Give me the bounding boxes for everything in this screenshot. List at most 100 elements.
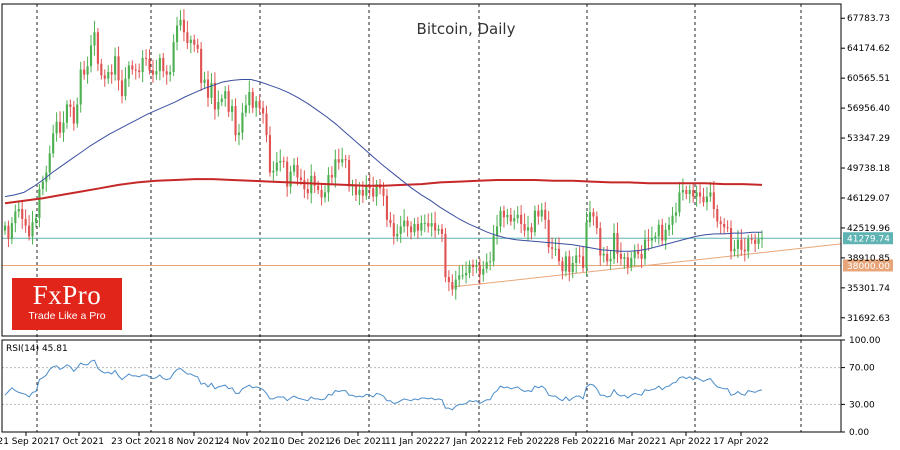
y-tick-label: 31692.63 — [847, 314, 890, 324]
candle-body — [231, 106, 234, 112]
candle-body — [578, 255, 581, 257]
candle-body — [623, 257, 626, 259]
candle-body — [413, 223, 416, 233]
candle-body — [196, 44, 199, 49]
logo-tagline: Trade Like a Pro — [28, 310, 106, 322]
candle-body — [719, 221, 722, 224]
candle-body — [403, 220, 406, 227]
moving-averages — [4, 79, 763, 252]
candle-body — [313, 175, 316, 186]
y-tick-label: 49738.18 — [847, 164, 890, 174]
candle-body — [695, 192, 698, 197]
candle-body — [757, 238, 760, 244]
candle-body — [3, 225, 7, 231]
candle-body — [72, 106, 75, 124]
candle-body — [392, 223, 395, 237]
candle-body — [186, 32, 189, 44]
candle-body — [206, 79, 210, 98]
candle-body — [633, 251, 636, 258]
candle-body — [705, 196, 709, 203]
candle-body — [526, 227, 530, 231]
price-label-box — [843, 259, 893, 272]
candle-body — [599, 228, 602, 256]
candle-body — [320, 189, 323, 198]
y-tick-label: 38910.85 — [847, 254, 890, 264]
x-tick-label: 11 Jan 2022 — [385, 437, 439, 447]
candle-body — [582, 256, 585, 268]
candle-body — [169, 72, 172, 75]
candle-body — [279, 160, 282, 163]
candle-body — [568, 256, 571, 273]
candle-body — [375, 184, 378, 197]
candle-body — [547, 219, 550, 248]
candle-body — [482, 268, 485, 275]
candle-body — [416, 223, 419, 231]
candle-body — [733, 248, 736, 252]
candle-body — [396, 233, 399, 237]
candle-body — [571, 262, 574, 273]
candle-body — [616, 233, 619, 254]
candle-body — [241, 112, 244, 133]
candle-body — [430, 223, 433, 227]
candlesticks — [3, 9, 764, 300]
rsi-y-tick-label: 70.00 — [849, 364, 875, 374]
candle-body — [520, 214, 523, 224]
candle-body — [175, 25, 179, 43]
candle-body — [107, 72, 110, 79]
candle-body — [155, 71, 158, 75]
candle-body — [530, 227, 533, 233]
candle-body — [492, 235, 495, 262]
candle-body — [268, 135, 272, 173]
candle-body — [726, 227, 729, 229]
candle-body — [506, 214, 509, 218]
candle-body — [434, 223, 437, 231]
rsi-y-tick-label: 0.00 — [849, 428, 869, 438]
candle-body — [485, 262, 488, 269]
candle-body — [540, 209, 543, 217]
rsi-line — [4, 359, 763, 411]
candle-body — [444, 233, 447, 278]
candle-body — [575, 255, 578, 263]
candle-body — [385, 195, 389, 220]
candle-body — [716, 209, 719, 222]
candle-body — [14, 211, 17, 224]
candle-body — [38, 189, 41, 219]
candle-body — [537, 210, 540, 217]
candle-body — [365, 184, 368, 196]
candle-body — [310, 175, 313, 194]
candle-body — [588, 212, 592, 223]
candle-body — [461, 275, 464, 277]
candle-body — [103, 75, 106, 79]
candle-body — [224, 91, 227, 99]
candle-body — [348, 160, 351, 187]
candle-body — [334, 159, 337, 178]
y-tick-label: 60565.51 — [847, 74, 890, 84]
candle-body — [344, 159, 347, 161]
candle-body — [17, 209, 20, 212]
x-tick-label: 16 Mar 2022 — [603, 437, 660, 447]
candle-body — [179, 19, 182, 26]
candle-body — [323, 192, 327, 198]
candle-body — [495, 226, 499, 236]
candle-body — [62, 122, 65, 133]
candle-body — [282, 160, 285, 162]
candle-body — [265, 113, 268, 136]
candle-body — [647, 239, 650, 241]
candle-body — [361, 189, 364, 196]
candle-body — [341, 159, 344, 163]
candle-body — [100, 63, 103, 76]
candle-body — [533, 210, 536, 233]
y-tick-label: 53347.29 — [847, 134, 890, 144]
candle-body — [557, 248, 561, 262]
candle-body — [382, 188, 385, 196]
candle-body — [217, 101, 220, 110]
candle-body — [138, 70, 141, 73]
candle-body — [523, 223, 526, 231]
candle-body — [606, 253, 609, 262]
candle-body — [698, 192, 702, 197]
y-tick-label: 46129.07 — [847, 194, 890, 204]
candle-body — [740, 239, 743, 250]
candle-body — [595, 216, 598, 229]
candle-body — [602, 253, 605, 256]
